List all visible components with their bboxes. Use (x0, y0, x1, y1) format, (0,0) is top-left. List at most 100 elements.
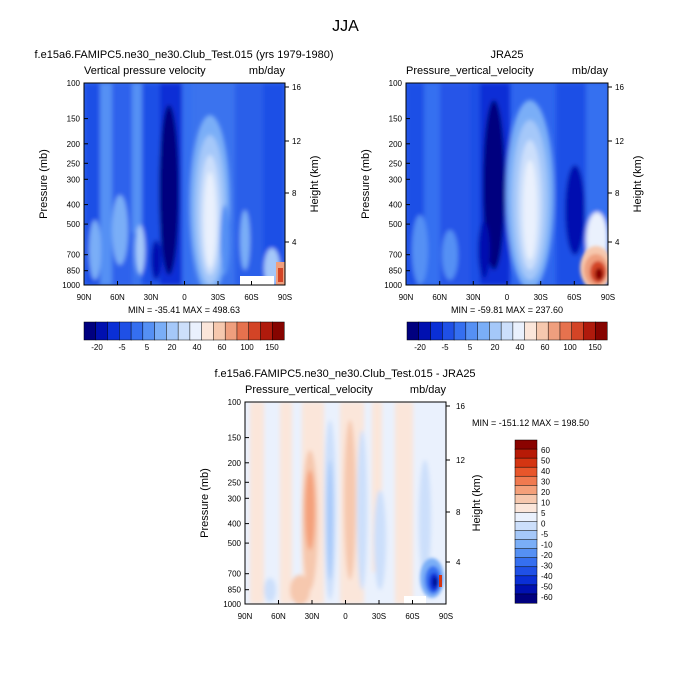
colorbar-swatch (514, 530, 538, 541)
panel-model-y2tick-4: 4 (292, 238, 297, 247)
colorbar-swatch (514, 503, 538, 514)
panel-obs-xtick-30n: 30N (466, 293, 481, 302)
panel-diff-ytick-400: 400 (228, 520, 242, 529)
colorbar-swatch (524, 321, 537, 341)
panel-diff-y2tick-12: 12 (456, 456, 465, 465)
panel-model-cbar-label: -20 (91, 343, 103, 352)
panel-diff-min-max: MIN = -151.12 MAX = 198.50 (472, 418, 589, 428)
colorbar-swatch (514, 494, 538, 504)
colorbar-swatch (406, 321, 420, 341)
panel-model-y2tick-16: 16 (292, 83, 301, 92)
panel-model-y-axis: 100 150 200 250 300 400 500 700 850 1000 (62, 79, 88, 290)
panel-diff-cbar-label: -60 (541, 593, 553, 602)
panel-diff-cbar-label: -20 (541, 551, 553, 560)
colorbar-swatch (95, 321, 109, 341)
colorbar-swatch (465, 321, 479, 341)
colorbar-swatch (514, 439, 538, 450)
panel-model-ytick-200: 200 (67, 140, 81, 149)
panel-model-colorbar-swatches (83, 321, 285, 341)
panel-obs-left-string: Pressure_vertical_velocity (406, 65, 534, 77)
panel-model-xtick-60s: 60S (244, 293, 258, 302)
panel-diff-case-title: f.e15a6.FAMIPC5.ne30_ne30.Club_Test.015 … (214, 368, 475, 380)
colorbar-swatch (430, 321, 443, 341)
colorbar-swatch (142, 321, 156, 341)
panel-obs-ylabel: Pressure (mb) (360, 149, 372, 219)
colorbar-swatch (166, 321, 179, 341)
panel-diff-ytick-850: 850 (228, 586, 242, 595)
colorbar-swatch (119, 321, 132, 341)
panel-diff-cbar-label: 60 (541, 446, 550, 455)
panel-diff-cbar-label: 10 (541, 499, 550, 508)
panel-diff-xtick-60n: 60N (271, 612, 286, 621)
colorbar-swatch (271, 321, 285, 341)
colorbar-swatch (512, 321, 526, 341)
panel-obs-xtick-60s: 60S (567, 293, 581, 302)
colorbar-swatch (514, 575, 538, 586)
panel-obs-x-axis: 90N 60N 30N 0 30S 60S 90S (399, 281, 615, 302)
panel-diff-ytick-100: 100 (228, 398, 242, 407)
colorbar-swatch (177, 321, 191, 341)
panel-model-y2tick-12: 12 (292, 137, 301, 146)
panel-diff-colorbar: 60 50 40 30 20 10 5 0 -5 -10 -20 -30 -40… (514, 439, 553, 604)
panel-obs-y-axis: 100 150 200 250 300 400 500 700 850 1000 (384, 79, 410, 290)
panel-obs-ytick-700: 700 (389, 251, 403, 260)
panel-model-colorbar: -20 -5 5 20 40 60 100 150 (83, 321, 285, 352)
panel-obs-y2tick-16: 16 (615, 83, 624, 92)
panel-diff-y2label: Height (km) (471, 475, 483, 532)
panel-obs-y2tick-12: 12 (615, 137, 624, 146)
panel-diff-ytick-250: 250 (228, 478, 242, 487)
colorbar-swatch (536, 321, 549, 341)
panel-model-ytick-100: 100 (67, 79, 81, 88)
colorbar-swatch (514, 584, 538, 595)
panel-model-right-string: mb/day (249, 65, 286, 77)
colorbar-swatch (260, 321, 273, 341)
colorbar-swatch (514, 512, 538, 523)
panel-obs-ytick-500: 500 (389, 220, 403, 229)
panel-obs-colorbar-labels: -20 -5 5 20 40 60 100 150 (414, 343, 602, 352)
colorbar-swatch (83, 321, 97, 341)
panel-model-cbar-label: 60 (218, 343, 227, 352)
colorbar-swatch (594, 321, 608, 341)
panel-diff-ytick-150: 150 (228, 434, 242, 443)
colorbar-swatch (514, 539, 538, 550)
panel-model-ytick-1000: 1000 (62, 281, 80, 290)
panel-diff-cbar-label: 40 (541, 467, 550, 476)
panel-obs-y2tick-4: 4 (615, 238, 620, 247)
panel-model-xtick-eq: 0 (182, 293, 187, 302)
panel-model-cbar-label: 100 (240, 343, 254, 352)
panel-obs-field (406, 83, 608, 285)
panel-diff-x-axis: 90N 60N 30N 0 30S 60S 90S (238, 600, 453, 621)
panel-diff-y2-axis: 16 12 8 4 (446, 402, 465, 567)
panel-diff-cbar-label: -40 (541, 572, 553, 581)
panel-model-ylabel: Pressure (mb) (38, 149, 50, 219)
panel-diff-colorbar-labels: 60 50 40 30 20 10 5 0 -5 -10 -20 -30 -40… (541, 446, 553, 602)
panel-obs-colorbar: -20 -5 5 20 40 60 100 150 (406, 321, 608, 352)
panel-diff-xtick-30n: 30N (305, 612, 320, 621)
panel-diff-left-string: Pressure_vertical_velocity (245, 384, 373, 396)
colorbar-swatch (559, 321, 573, 341)
panel-obs-ytick-1000: 1000 (384, 281, 402, 290)
panel-obs-cbar-label: 60 (541, 343, 550, 352)
panel-obs-ytick-100: 100 (389, 79, 403, 88)
panel-diff-cbar-label: -5 (541, 530, 549, 539)
colorbar-swatch (213, 321, 226, 341)
panel-diff-y-axis: 100 150 200 250 300 400 500 700 850 1000 (223, 398, 249, 609)
panel-diff: f.e15a6.FAMIPC5.ne30_ne30.Club_Test.015 … (199, 368, 589, 621)
panel-diff-cbar-label: -30 (541, 562, 553, 571)
panel-model-ytick-700: 700 (67, 251, 81, 260)
panel-obs-case-title: JRA25 (490, 49, 523, 61)
panel-model-xtick-30s: 30S (211, 293, 225, 302)
panel-diff-ytick-200: 200 (228, 459, 242, 468)
panel-diff-xtick-90n: 90N (238, 612, 253, 621)
panel-obs-cbar-label: 100 (563, 343, 577, 352)
panel-obs-xtick-60n: 60N (432, 293, 447, 302)
colorbar-swatch (418, 321, 432, 341)
panel-model-ytick-500: 500 (67, 220, 81, 229)
panel-obs-cbar-label: 20 (491, 343, 500, 352)
panel-model-cbar-label: 150 (265, 343, 279, 352)
panel-diff-xtick-60s: 60S (405, 612, 419, 621)
panel-model-ytick-300: 300 (67, 175, 81, 184)
panel-model-xtick-60n: 60N (110, 293, 125, 302)
panel-model-x-axis: 90N 60N 30N 0 30S 60S 90S (77, 281, 292, 302)
panel-model-y2tick-8: 8 (292, 189, 297, 198)
